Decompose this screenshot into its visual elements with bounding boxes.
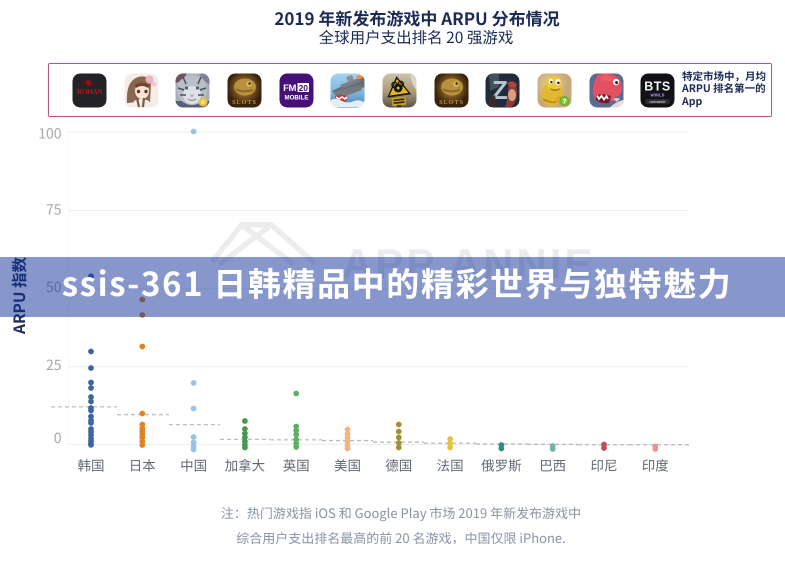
svg-text:25: 25 <box>46 355 62 375</box>
svg-text:netmarble: netmarble <box>650 99 666 103</box>
svg-text:FM: FM <box>283 83 296 94</box>
svg-text:SLOTS: SLOTS <box>232 99 257 106</box>
svg-text:中国: 中国 <box>180 455 207 475</box>
svg-text:德国: 德国 <box>385 455 412 475</box>
svg-text:SLOTS: SLOTS <box>439 99 464 106</box>
svg-text:日本: 日本 <box>129 455 156 475</box>
svg-text:韩国: 韩国 <box>78 455 105 475</box>
svg-text:20: 20 <box>298 82 308 92</box>
svg-text:巴西: 巴西 <box>539 455 566 475</box>
svg-text:印尼: 印尼 <box>591 455 618 475</box>
svg-text:印度: 印度 <box>642 455 669 475</box>
svg-text:英国: 英国 <box>283 455 310 475</box>
svg-text:0: 0 <box>54 428 62 448</box>
svg-text:ROHAN: ROHAN <box>77 87 104 96</box>
svg-text:法国: 法国 <box>437 455 464 475</box>
svg-text:75: 75 <box>46 200 62 220</box>
svg-text:BTS: BTS <box>645 79 672 93</box>
svg-text:俄罗斯: 俄罗斯 <box>481 455 522 475</box>
svg-text:Z: Z <box>492 75 508 105</box>
svg-text:MOBILE: MOBILE <box>284 94 308 101</box>
svg-text:加拿大: 加拿大 <box>225 455 266 475</box>
svg-text:美国: 美国 <box>334 455 361 475</box>
svg-text:WORLD: WORLD <box>651 92 665 98</box>
svg-text:7: 7 <box>563 98 567 105</box>
svg-text:100: 100 <box>38 124 62 144</box>
